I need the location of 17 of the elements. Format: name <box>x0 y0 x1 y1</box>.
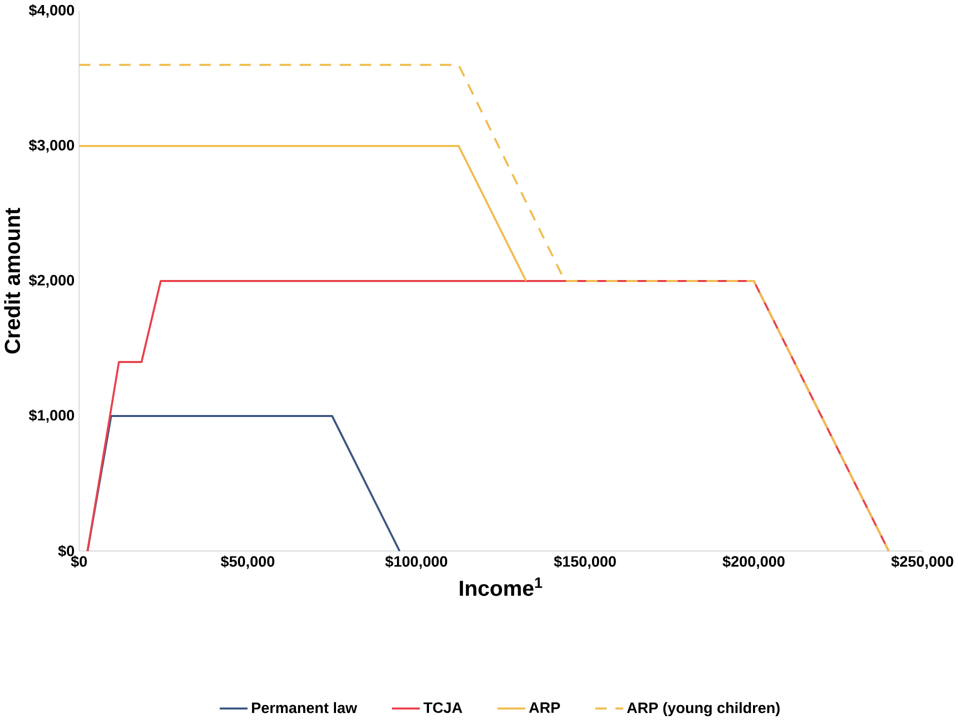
x-tick-label: $250,000 <box>891 556 954 569</box>
y-tick-label: $2,000 <box>28 274 74 288</box>
legend-label: ARP <box>529 702 560 713</box>
y-tick-label: $1,000 <box>28 409 74 423</box>
x-tick-label: $150,000 <box>554 556 616 569</box>
y-tick-label: $3,000 <box>28 139 74 153</box>
x-tick-label: $200,000 <box>722 556 785 569</box>
legend-label: Permanent law <box>252 702 358 714</box>
y-tick-label: $4,000 <box>28 4 74 18</box>
legend-label: TCJA <box>423 702 462 714</box>
x-axis-title: Income$^{1}$ <box>460 578 542 596</box>
x-tick-label: $50,000 <box>220 556 274 569</box>
x-tick-label: $0 <box>70 556 87 568</box>
x-tick-label: $100,000 <box>385 556 448 569</box>
legend-label: ARP (young children) <box>627 702 780 716</box>
y-axis-title: Credit amount <box>4 208 20 354</box>
y-tick-label: $0 <box>58 544 74 558</box>
